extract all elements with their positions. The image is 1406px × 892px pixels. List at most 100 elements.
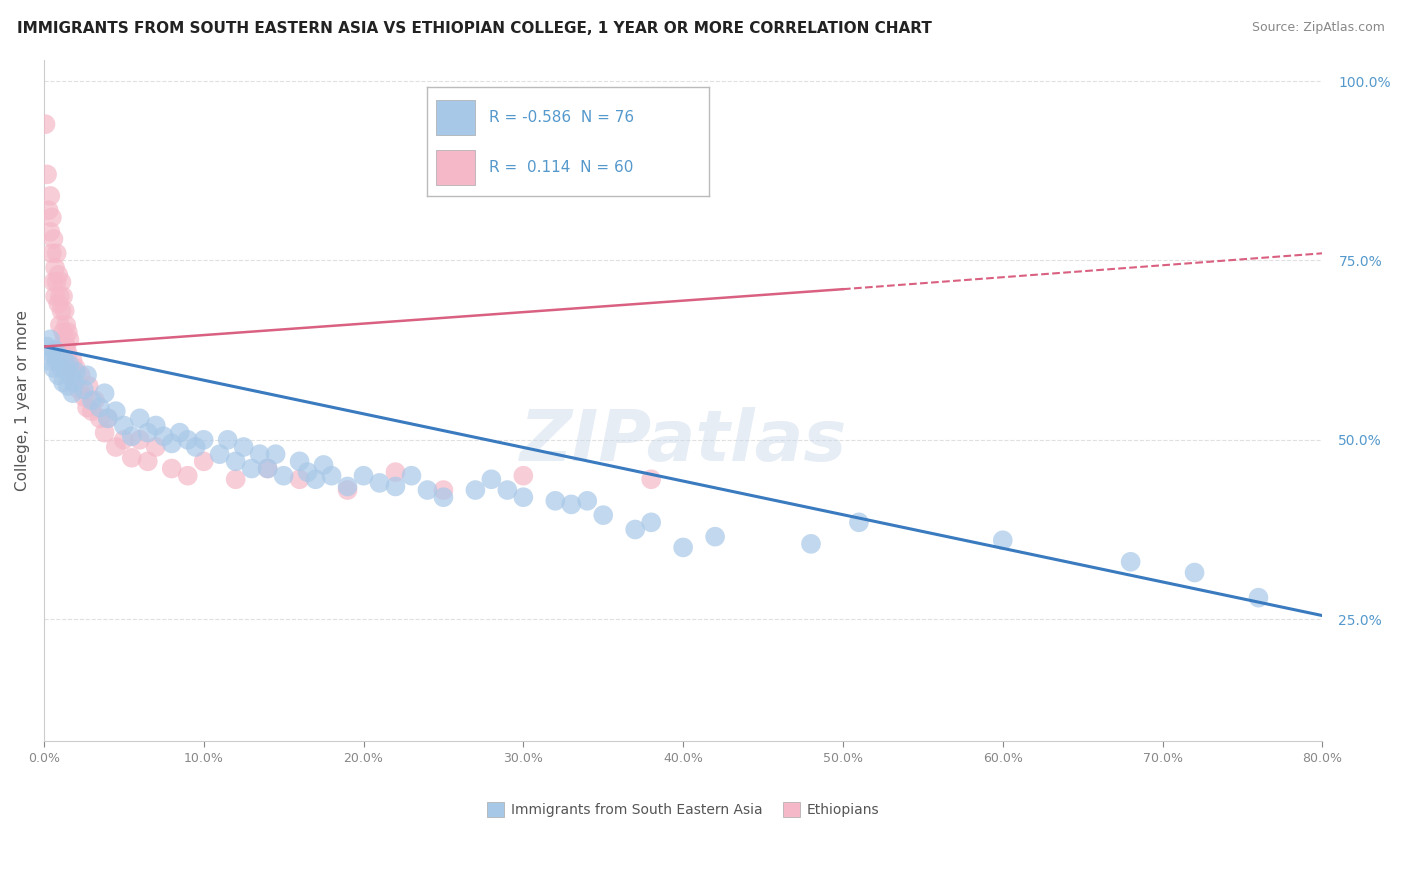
Point — [256, 461, 278, 475]
Point — [353, 468, 375, 483]
Point — [51, 275, 73, 289]
Point — [62, 386, 84, 401]
Point — [44, 289, 66, 303]
Point — [67, 383, 90, 397]
Point — [160, 436, 183, 450]
Point — [46, 296, 69, 310]
Point — [321, 468, 343, 483]
Point — [479, 472, 502, 486]
Point — [38, 203, 60, 218]
Point — [576, 493, 599, 508]
Point — [991, 533, 1014, 548]
Point — [49, 289, 72, 303]
Point — [46, 268, 69, 282]
Point — [464, 483, 486, 497]
Point — [55, 365, 77, 379]
Point — [76, 401, 98, 415]
Point — [52, 289, 75, 303]
Point — [304, 472, 326, 486]
Point — [121, 450, 143, 465]
Point — [217, 433, 239, 447]
Point — [193, 454, 215, 468]
Point — [38, 354, 60, 368]
Point — [39, 189, 62, 203]
Point — [56, 347, 79, 361]
Point — [51, 303, 73, 318]
Text: Source: ZipAtlas.com: Source: ZipAtlas.com — [1251, 21, 1385, 34]
Point — [58, 361, 80, 376]
Point — [58, 332, 80, 346]
Point — [136, 454, 159, 468]
Point — [704, 530, 727, 544]
Point — [63, 376, 86, 390]
Point — [93, 425, 115, 440]
Point — [45, 246, 67, 260]
Point — [288, 472, 311, 486]
Point — [145, 440, 167, 454]
Point — [184, 440, 207, 454]
Point — [63, 376, 86, 390]
Point — [60, 368, 83, 383]
Point — [416, 483, 439, 497]
Point — [80, 404, 103, 418]
Point — [160, 461, 183, 475]
Point — [53, 332, 76, 346]
Point — [35, 340, 58, 354]
Point — [152, 429, 174, 443]
Point — [39, 225, 62, 239]
Point — [58, 358, 80, 372]
Point — [112, 418, 135, 433]
Point — [273, 468, 295, 483]
Point — [512, 490, 534, 504]
Point — [45, 275, 67, 289]
Point — [121, 429, 143, 443]
Point — [800, 537, 823, 551]
Point — [432, 490, 454, 504]
Point — [76, 368, 98, 383]
Point — [368, 475, 391, 490]
Text: ZIPatlas: ZIPatlas — [519, 407, 846, 475]
Point — [264, 447, 287, 461]
Legend: Immigrants from South Eastern Asia, Ethiopians: Immigrants from South Eastern Asia, Ethi… — [481, 797, 884, 822]
Point — [1119, 555, 1142, 569]
Point — [312, 458, 335, 472]
Point — [432, 483, 454, 497]
Point — [128, 433, 150, 447]
Point — [193, 433, 215, 447]
Point — [42, 361, 65, 376]
Point — [35, 167, 58, 181]
Point — [34, 117, 56, 131]
Point — [288, 454, 311, 468]
Point — [41, 211, 63, 225]
Point — [73, 383, 96, 397]
Point — [44, 260, 66, 275]
Point — [65, 365, 87, 379]
Point — [169, 425, 191, 440]
Point — [56, 325, 79, 339]
Point — [256, 461, 278, 475]
Point — [49, 351, 72, 365]
Point — [401, 468, 423, 483]
Point — [51, 361, 73, 376]
Point — [384, 465, 406, 479]
Point — [44, 343, 66, 358]
Point — [225, 472, 247, 486]
Point — [60, 368, 83, 383]
Point — [42, 275, 65, 289]
Point — [73, 390, 96, 404]
Point — [39, 332, 62, 346]
Point — [97, 411, 120, 425]
Point — [41, 347, 63, 361]
Point — [53, 303, 76, 318]
Point — [52, 325, 75, 339]
Point — [62, 354, 84, 368]
Point — [46, 368, 69, 383]
Point — [384, 479, 406, 493]
Point — [640, 472, 662, 486]
Point — [89, 411, 111, 425]
Point — [136, 425, 159, 440]
Point — [45, 354, 67, 368]
Point — [128, 411, 150, 425]
Point — [1184, 566, 1206, 580]
Point — [544, 493, 567, 508]
